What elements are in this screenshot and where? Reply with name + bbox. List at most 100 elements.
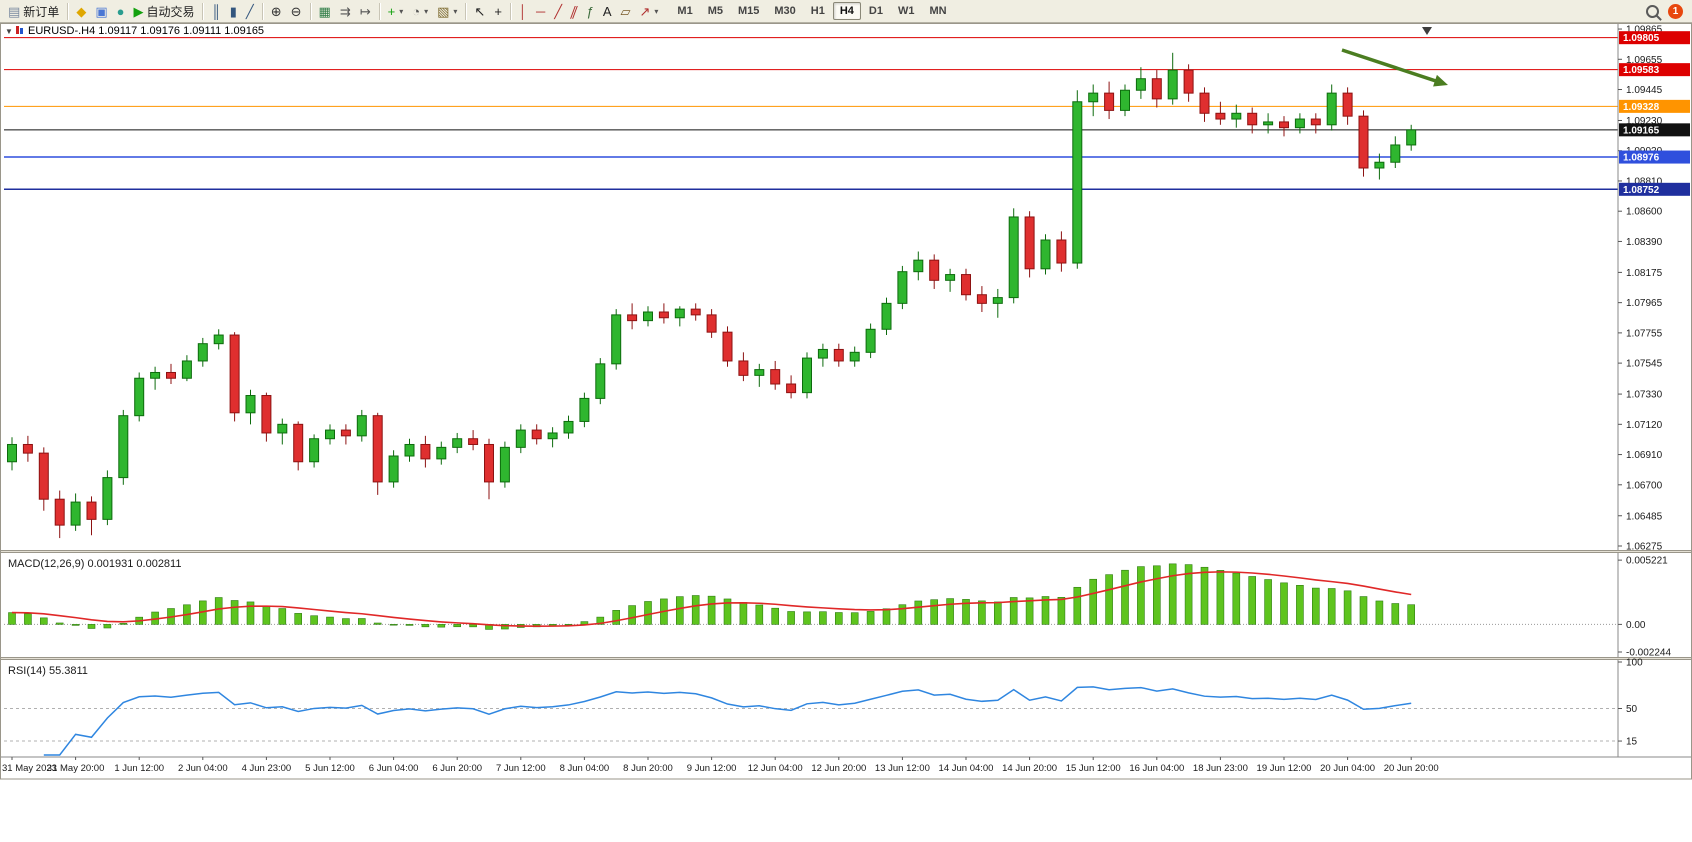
toolbar-separator: [509, 2, 511, 20]
mql5-icon: ◆: [76, 3, 87, 19]
arrow-shape-icon: ↗: [639, 3, 651, 19]
svg-text:7 Jun 12:00: 7 Jun 12:00: [496, 763, 546, 774]
mql5-button[interactable]: ◆: [72, 1, 90, 22]
vertical-line-button[interactable]: │: [515, 1, 531, 22]
timeframe-button-h1[interactable]: H1: [810, 5, 825, 17]
one-click-trading-icon[interactable]: ▼: [5, 27, 13, 36]
svg-text:1.07120: 1.07120: [1626, 420, 1663, 431]
candles-layer: [7, 52, 1417, 539]
toolbar-separator: [67, 2, 69, 20]
rsi-panel-sash[interactable]: [0, 657, 1692, 660]
chart-mini-icon: [16, 26, 19, 34]
svg-text:4 Jun 23:00: 4 Jun 23:00: [242, 763, 292, 774]
toolbar-separator: [378, 2, 380, 20]
timeframe-button-m1[interactable]: M1: [677, 5, 693, 17]
community-button[interactable]: ▣: [91, 1, 111, 22]
clock-icon: ◔: [412, 3, 421, 19]
timeframe-button-m15[interactable]: M15: [737, 5, 760, 17]
horizontal-lines[interactable]: [4, 37, 1618, 191]
metaquotes-button[interactable]: ●: [113, 1, 129, 22]
arrow-annotation[interactable]: [1341, 48, 1441, 84]
svg-text:1.07965: 1.07965: [1626, 298, 1663, 309]
macd-axis[interactable]: 0.005221 0.00 -0.002244: [1618, 556, 1671, 659]
macd-signal-line: [11, 571, 1412, 627]
search-icon[interactable]: [1646, 4, 1659, 18]
svg-text:1.08175: 1.08175: [1626, 268, 1663, 279]
svg-text:6 Jun 04:00: 6 Jun 04:00: [369, 763, 419, 774]
label-button[interactable]: ▱: [616, 1, 634, 22]
chevron-down-icon[interactable]: ▾: [453, 6, 458, 16]
new-order-button-label: 新订单: [23, 4, 60, 19]
periods-button[interactable]: ◔ ▾: [408, 1, 432, 22]
toolbar-separator: [261, 2, 263, 20]
timeframe-button-d1[interactable]: D1: [868, 5, 883, 17]
fibonacci-button[interactable]: ƒ: [583, 1, 598, 22]
toolbar-separator: [202, 2, 204, 20]
channel-button[interactable]: ∥: [567, 1, 582, 22]
svg-text:1 Jun 12:00: 1 Jun 12:00: [114, 763, 164, 774]
indicators-button[interactable]: + ▾: [384, 1, 408, 22]
toolbar-right: 1: [1646, 3, 1688, 19]
timeframe-button-m5[interactable]: M5: [707, 5, 723, 17]
timeframe-button-mn[interactable]: MN: [929, 5, 947, 17]
svg-text:1.09583: 1.09583: [1623, 65, 1660, 76]
chart-shift-button[interactable]: ↦: [356, 1, 375, 22]
zoom-out-button[interactable]: ⊖: [287, 1, 306, 22]
svg-text:1.07330: 1.07330: [1626, 390, 1663, 401]
cursor-arrow-icon: ↖: [474, 3, 486, 19]
svg-text:1.06910: 1.06910: [1626, 450, 1663, 461]
chart-background[interactable]: [0, 23, 1692, 779]
notification-badge[interactable]: 1: [1668, 3, 1683, 19]
svg-text:50: 50: [1626, 704, 1638, 715]
auto-scroll-button[interactable]: ⇉: [336, 1, 355, 22]
horizontal-line-icon: ─: [536, 3, 546, 19]
bar-chart-button[interactable]: ║: [207, 1, 224, 22]
svg-text:1.09165: 1.09165: [1623, 125, 1660, 136]
zoom-in-button[interactable]: ⊕: [267, 1, 286, 22]
svg-text:18 Jun 23:00: 18 Jun 23:00: [1193, 763, 1248, 774]
toolbar: ▤ 新订单 ◆ ▣ ● ▶ 自动交易 ║ ▮ ╱ ⊕ ⊖ ▦ ⇉ ↦ + ▾ ◔ ▾ ▧ ▾ ↖ + │ ─ ╱ ∥ ƒ A ▱ ↗ ▾ M1…: [0, 0, 1692, 23]
templates-button[interactable]: ▧ ▾: [433, 1, 461, 22]
timeframe-button-m30[interactable]: M30: [774, 5, 796, 17]
vertical-line-icon: │: [518, 3, 528, 19]
horizontal-line-button[interactable]: ─: [532, 1, 549, 22]
crosshair-button[interactable]: +: [490, 1, 506, 22]
cursor-button[interactable]: ↖: [470, 1, 489, 22]
chart-title: EURUSD-.H4 1.09117 1.09176 1.09111 1.091…: [28, 25, 264, 37]
text-button[interactable]: A: [599, 1, 616, 22]
macd-panel-sash[interactable]: [0, 550, 1692, 553]
svg-text:8 Jun 04:00: 8 Jun 04:00: [560, 763, 610, 774]
order-ticket-icon: ▤: [8, 3, 21, 19]
trendline-button[interactable]: ╱: [550, 1, 566, 22]
tile-windows-button[interactable]: ▦: [315, 1, 335, 22]
chevron-down-icon[interactable]: ▾: [654, 6, 659, 16]
svg-text:13 Jun 12:00: 13 Jun 12:00: [875, 763, 930, 774]
chevron-down-icon[interactable]: ▾: [424, 6, 429, 16]
chevron-down-icon[interactable]: ▾: [399, 6, 404, 16]
svg-text:1.06485: 1.06485: [1626, 511, 1663, 522]
new-order-button[interactable]: ▤ 新订单: [4, 1, 63, 22]
price-label-box: [1619, 182, 1690, 196]
fibonacci-icon: ƒ: [586, 3, 594, 19]
rsi-axis[interactable]: 100 50 15: [1618, 658, 1643, 748]
auto-trading-button[interactable]: ▶ 自动交易: [129, 1, 198, 22]
line-chart-button[interactable]: ╱: [242, 1, 258, 22]
candlestick-chart-button[interactable]: ▮: [226, 1, 241, 22]
svg-text:12 Jun 20:00: 12 Jun 20:00: [811, 763, 866, 774]
svg-text:12 Jun 04:00: 12 Jun 04:00: [748, 763, 803, 774]
svg-text:100: 100: [1626, 658, 1643, 669]
chart-shift-marker[interactable]: [1422, 27, 1432, 35]
metaquotes-icon: ●: [116, 3, 125, 19]
svg-text:31 May 2023: 31 May 2023: [2, 763, 57, 774]
chart-shift-icon: ↦: [359, 3, 371, 19]
line-chart-icon: ╱: [245, 3, 254, 19]
shapes-button[interactable]: ↗ ▾: [635, 1, 662, 22]
timeframe-button-w1[interactable]: W1: [897, 5, 915, 17]
svg-text:1.09230: 1.09230: [1626, 116, 1663, 127]
arrow-annotation-head: [1433, 74, 1448, 87]
timeframe-button-h4[interactable]: H4: [832, 2, 861, 20]
toolbar-separator: [465, 2, 467, 20]
svg-text:16 Jun 04:00: 16 Jun 04:00: [1129, 763, 1184, 774]
